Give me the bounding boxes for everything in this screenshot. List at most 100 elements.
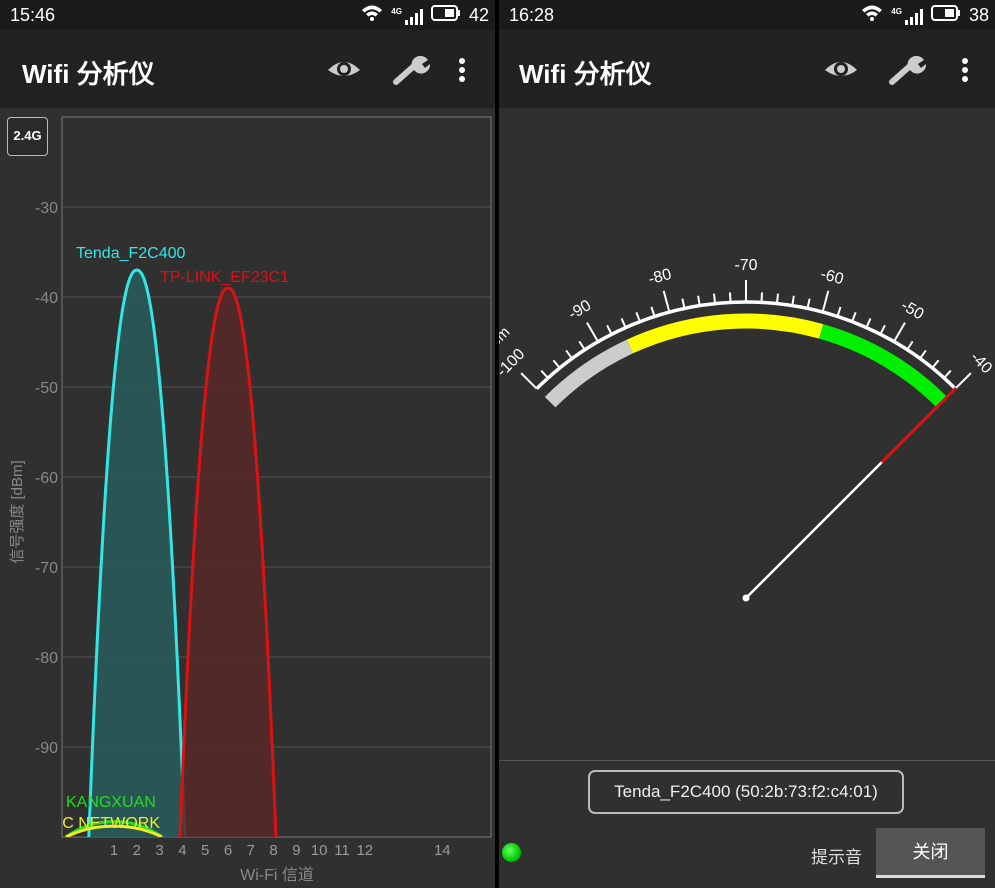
- gauge-label: -80: [647, 266, 674, 288]
- gauge-needle: [745, 461, 883, 599]
- y-tick-label: -70: [35, 560, 58, 577]
- minor-tick: [791, 295, 795, 306]
- gauge-pivot: [742, 594, 750, 602]
- minor-tick: [806, 298, 811, 309]
- gauge-band: [626, 313, 824, 354]
- minor-tick: [713, 293, 717, 304]
- status-bar: 15:46 4G 42: [0, 0, 495, 30]
- signal-meter-screen: 16:28 4G 38 Wifi 分析仪 -100 -90 -80 -70 -60 -50…: [499, 0, 995, 888]
- battery-icon: [430, 5, 461, 26]
- series-curve-kangxuan: [65, 820, 163, 837]
- x-tick-label: 3: [155, 842, 163, 859]
- network-type: 4G: [891, 6, 902, 16]
- app-toolbar: Wifi 分析仪: [0, 30, 495, 108]
- minor-tick: [728, 292, 732, 303]
- battery-level: 42: [468, 5, 489, 25]
- y-tick-label: -50: [35, 380, 58, 397]
- y-tick-label: -60: [35, 470, 58, 487]
- major-tick: [520, 372, 538, 390]
- minor-tick: [578, 340, 586, 351]
- channel-chart: -30-40-50-60-70-80-901 2 3 4 5 6 7 8 9 10 11 12 14Te…: [9, 116, 492, 884]
- minor-tick: [620, 318, 627, 328]
- minor-tick: [697, 295, 701, 306]
- minor-tick: [606, 324, 613, 335]
- gauge-label: -90: [566, 297, 595, 323]
- minor-tick: [931, 359, 940, 369]
- wifi-signal-icon: [861, 4, 883, 27]
- major-tick: [821, 290, 830, 313]
- x-tick-label: 8: [269, 842, 277, 859]
- gauge-needle-tip: [880, 386, 958, 464]
- gauge-band: [544, 339, 634, 408]
- major-tick: [954, 372, 972, 390]
- major-tick: [893, 322, 906, 343]
- y-tick-label: -40: [35, 290, 58, 307]
- x-tick-label: 12: [356, 842, 373, 859]
- eye-icon[interactable]: [823, 52, 859, 88]
- minor-tick: [540, 369, 549, 379]
- x-tick-label: 14: [434, 842, 451, 859]
- status-time: 15:46: [10, 5, 56, 25]
- eye-icon[interactable]: [326, 52, 362, 88]
- app-title: Wifi 分析仪: [22, 59, 155, 89]
- minor-tick: [906, 340, 914, 351]
- minor-tick: [565, 349, 573, 360]
- series-label: TP-LINK_EF23C1: [160, 269, 289, 286]
- close-button[interactable]: 关闭: [876, 828, 985, 878]
- gauge-label: -50: [898, 297, 927, 323]
- gauge-label: -60: [819, 266, 846, 288]
- minor-tick: [851, 311, 857, 323]
- x-tick-label: 7: [247, 842, 255, 859]
- cell-signal-icon: 4G: [391, 7, 423, 25]
- x-tick-label: 4: [178, 842, 186, 859]
- series-label: DEC NETWORK: [40, 815, 160, 832]
- channel-graph-screen: 15:46 4G 42 Wifi 分析仪 2.4G -30 -40 -50 -60 -7…: [0, 0, 495, 888]
- status-bar: 16:28 4G 38: [499, 0, 995, 30]
- major-tick: [662, 290, 671, 313]
- minor-tick: [635, 311, 641, 323]
- minor-tick: [552, 359, 561, 369]
- more-vert-icon[interactable]: [452, 52, 472, 88]
- gauge-label: -70: [734, 257, 757, 274]
- status-time: 16:28: [509, 5, 555, 25]
- more-vert-icon[interactable]: [955, 52, 975, 88]
- series-label: Tenda_F2C400: [76, 245, 186, 262]
- app-title: Wifi 分析仪: [519, 59, 652, 89]
- wrench-icon[interactable]: [888, 52, 927, 88]
- minor-tick: [775, 293, 779, 304]
- wrench-icon[interactable]: [392, 52, 431, 88]
- x-tick-label: 5: [201, 842, 209, 859]
- minor-tick: [879, 324, 886, 335]
- beep-toggle[interactable]: 提示音: [811, 848, 862, 867]
- battery-level: 38: [968, 5, 989, 25]
- app-toolbar: Wifi 分析仪: [499, 30, 995, 108]
- gauge-scale-arc: [535, 300, 957, 390]
- minor-tick: [650, 306, 656, 317]
- x-tick-label: 6: [224, 842, 232, 859]
- x-tick-label: 2: [133, 842, 141, 859]
- gauge-label: -40: [967, 349, 995, 377]
- band-toggle-button[interactable]: 2.4G: [7, 117, 48, 156]
- plot-frame: [61, 116, 492, 838]
- wifi-signal-icon: [361, 4, 383, 27]
- network-selector-button[interactable]: Tenda_F2C400 (50:2b:73:f2:c4:01): [588, 770, 904, 814]
- minor-tick: [865, 318, 872, 328]
- series-curve-tenda-f2c400: [87, 268, 187, 837]
- y-tick-label: -30: [35, 200, 58, 217]
- cell-signal-icon: 4G: [891, 7, 923, 25]
- x-tick-label: 11: [334, 842, 350, 859]
- battery-icon: [930, 5, 961, 26]
- gauge-band: [819, 324, 948, 408]
- y-axis-label: 信号强度 [dBm]: [9, 460, 26, 563]
- minor-tick: [760, 292, 764, 303]
- x-axis-label: Wi-Fi 信道: [240, 866, 314, 884]
- network-type: 4G: [391, 6, 402, 16]
- x-tick-label: 10: [311, 842, 328, 859]
- x-tick-label: 1: [110, 842, 118, 859]
- y-tick-label: -90: [35, 740, 58, 757]
- minor-tick: [943, 369, 952, 379]
- minor-tick: [919, 349, 927, 360]
- major-tick: [586, 322, 599, 343]
- minor-tick: [681, 298, 686, 309]
